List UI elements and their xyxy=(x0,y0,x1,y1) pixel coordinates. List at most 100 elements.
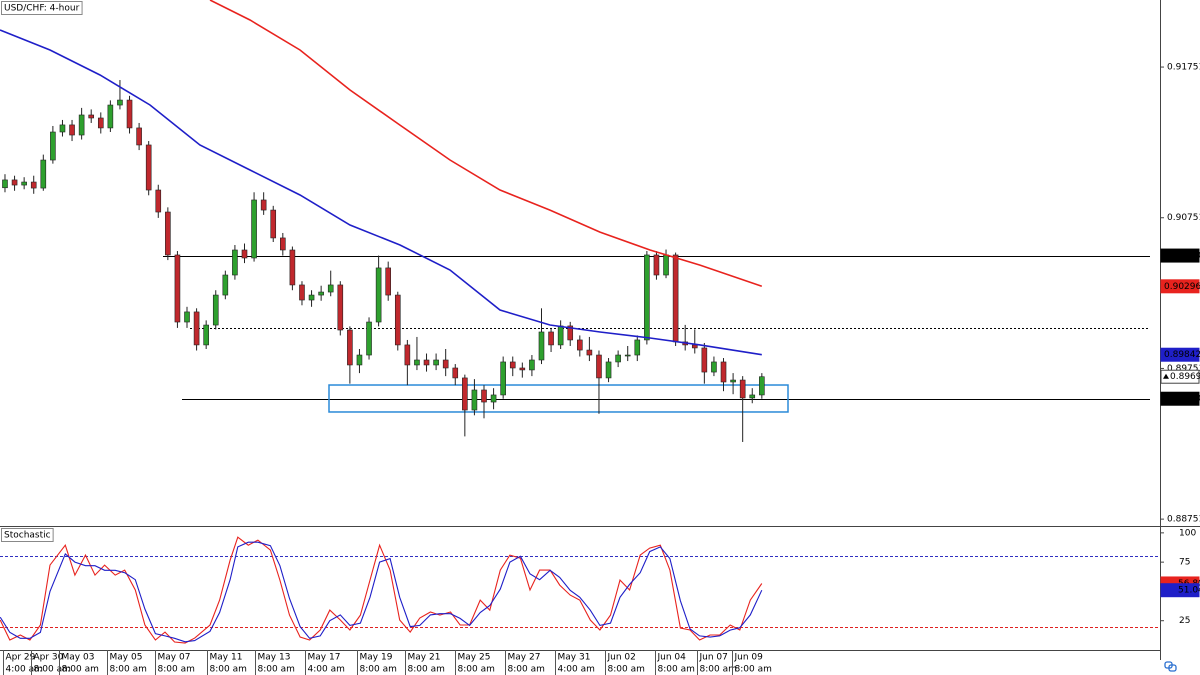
price-arrow xyxy=(1163,373,1169,379)
candle-body xyxy=(260,199,267,211)
indicator-line xyxy=(0,536,763,644)
candle-body xyxy=(701,347,708,373)
candle-body xyxy=(557,325,564,346)
price-label-box xyxy=(1160,347,1200,362)
candle-body xyxy=(155,189,162,213)
candle-body xyxy=(385,267,391,296)
candle-body xyxy=(2,179,8,189)
candle-body xyxy=(462,377,468,411)
candle-body xyxy=(605,361,612,379)
candle-body xyxy=(59,124,66,133)
candle-body xyxy=(347,329,353,366)
candle-body xyxy=(711,361,717,373)
price-label: 51.04 xyxy=(1178,586,1200,596)
x-tick-label: Apr 30 xyxy=(34,653,64,663)
panel-title-box xyxy=(1,1,83,15)
candle-body xyxy=(165,211,171,256)
x-tick-label: May 11 xyxy=(210,653,243,663)
candle-body xyxy=(509,361,516,369)
candle-body xyxy=(519,367,526,371)
candle-body xyxy=(126,99,133,129)
price-label: 0.89696 xyxy=(1170,372,1200,382)
x-tick-label: Apr 29 xyxy=(6,653,36,663)
candle-body xyxy=(730,379,736,383)
x-tick-time: 8:00 am xyxy=(210,665,247,675)
candle-body xyxy=(452,367,459,379)
x-tick-time: 8:00 am xyxy=(34,665,71,675)
candle-body xyxy=(30,181,37,189)
y-tick-label: 0.88751 xyxy=(1167,515,1200,525)
candle-body xyxy=(423,359,430,366)
x-tick-time: 8:00 am xyxy=(62,665,99,675)
x-tick-time: 4:00 am xyxy=(558,665,595,675)
candle-body xyxy=(644,254,650,341)
candle-body xyxy=(749,394,756,399)
x-tick-label: Jun 02 xyxy=(607,653,636,663)
candle-body xyxy=(442,359,449,369)
x-tick-label: May 27 xyxy=(508,653,541,663)
price-label-box xyxy=(1160,583,1200,598)
candle-body xyxy=(69,124,75,136)
candle-body xyxy=(567,325,574,341)
price-label: 0.89842 xyxy=(1164,350,1200,360)
panel-title: USD/CHF: 4-hour xyxy=(4,4,80,14)
candle-body xyxy=(634,339,641,356)
x-tick-label: Jun 07 xyxy=(699,653,728,663)
link-icon[interactable] xyxy=(1164,661,1177,672)
candle-body xyxy=(720,361,727,383)
candle-body xyxy=(356,354,363,366)
candle-body xyxy=(318,291,324,296)
candle-body xyxy=(174,254,181,323)
candle-body xyxy=(500,361,506,396)
candle-body xyxy=(40,159,47,189)
x-tick-label: Jun 04 xyxy=(657,653,687,663)
x-tick-label: May 31 xyxy=(558,653,591,663)
candle-body xyxy=(21,181,27,186)
candle-body xyxy=(596,354,602,379)
x-tick-time: 4:00 am xyxy=(308,665,345,675)
candle-body xyxy=(11,179,18,186)
candle-body xyxy=(366,321,372,356)
candle-body xyxy=(50,131,56,161)
candle-body xyxy=(490,394,497,403)
candle-body xyxy=(184,311,190,323)
price-label-box xyxy=(1160,391,1200,406)
candle-body xyxy=(88,114,95,119)
price-label-box xyxy=(1160,248,1200,263)
x-tick-time: 8:00 am xyxy=(508,665,545,675)
candle-body xyxy=(759,376,765,396)
candle-body xyxy=(299,284,305,301)
zone-box xyxy=(328,384,789,413)
x-tick-label: Jun 09 xyxy=(734,653,764,663)
price-label-box xyxy=(1160,279,1200,294)
candle-body xyxy=(289,249,296,286)
candle-body xyxy=(107,104,114,129)
candle-body xyxy=(529,359,535,371)
price-label: 0.89550 xyxy=(1164,394,1200,404)
candle-body xyxy=(241,249,248,259)
candle-body xyxy=(203,324,209,346)
x-tick-time: 8:00 am xyxy=(735,665,772,675)
x-tick-time: 8:00 am xyxy=(408,665,445,675)
candle-body xyxy=(78,114,85,136)
candle-body xyxy=(404,344,411,366)
y-tick-label: 0.91751 xyxy=(1167,63,1200,73)
candle-body xyxy=(672,254,679,343)
candle-body xyxy=(375,267,382,323)
indicator-line xyxy=(0,541,763,643)
x-tick-label: May 17 xyxy=(308,653,341,663)
x-tick-time: 8:00 am xyxy=(158,665,195,675)
candle-body xyxy=(145,144,152,191)
y-tick-label: 0.90751 xyxy=(1167,213,1200,223)
price-label-box xyxy=(1160,369,1200,384)
y-tick-label: 0.89751 xyxy=(1167,364,1200,374)
candle-body xyxy=(251,199,257,259)
candle-body xyxy=(615,354,621,363)
price-label: 0.90296 xyxy=(1164,282,1200,292)
x-tick-time: 8:00 am xyxy=(110,665,147,675)
x-tick-time: 8:00 am xyxy=(258,665,295,675)
price-label: 0.90500 xyxy=(1164,251,1200,261)
y-tick-label: 100 xyxy=(1179,528,1196,538)
x-tick-label: May 03 xyxy=(62,653,95,663)
